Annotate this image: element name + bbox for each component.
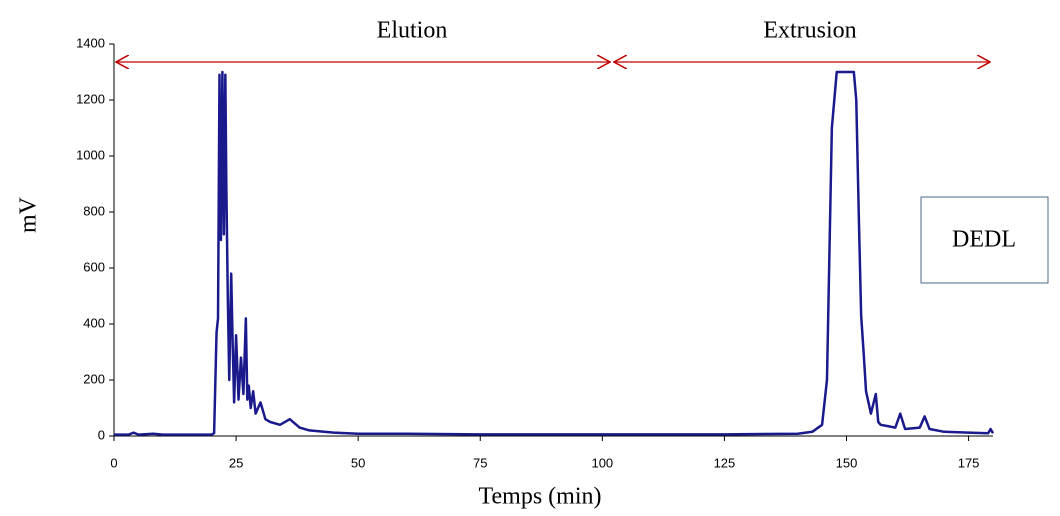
y-tick-label: 600: [83, 259, 105, 274]
y-tick-label: 400: [83, 315, 105, 330]
label-box: [920, 196, 1049, 284]
y-tick-label: 1400: [76, 35, 105, 50]
annotation: Elution: [377, 18, 448, 44]
x-tick-label: 125: [714, 455, 736, 470]
y-tick-label: 800: [83, 203, 105, 218]
x-tick-label: 75: [473, 455, 487, 470]
annotation: Extrusion: [763, 18, 856, 44]
box-label: DEDL: [952, 227, 1016, 253]
x-tick-label: 25: [229, 455, 243, 470]
y-tick-label: 200: [83, 371, 105, 386]
y-axis-label: mV: [16, 196, 42, 233]
x-tick-label: 50: [351, 455, 365, 470]
x-tick-label: 0: [110, 455, 117, 470]
y-tick-label: 1000: [76, 147, 105, 162]
x-tick-label: 100: [591, 455, 613, 470]
y-tick-label: 0: [98, 427, 105, 442]
data-line: [114, 70, 995, 436]
x-axis-label: Temps (min): [479, 484, 602, 510]
x-tick-label: 150: [836, 455, 858, 470]
y-tick-label: 1200: [76, 91, 105, 106]
x-tick-label: 175: [958, 455, 980, 470]
